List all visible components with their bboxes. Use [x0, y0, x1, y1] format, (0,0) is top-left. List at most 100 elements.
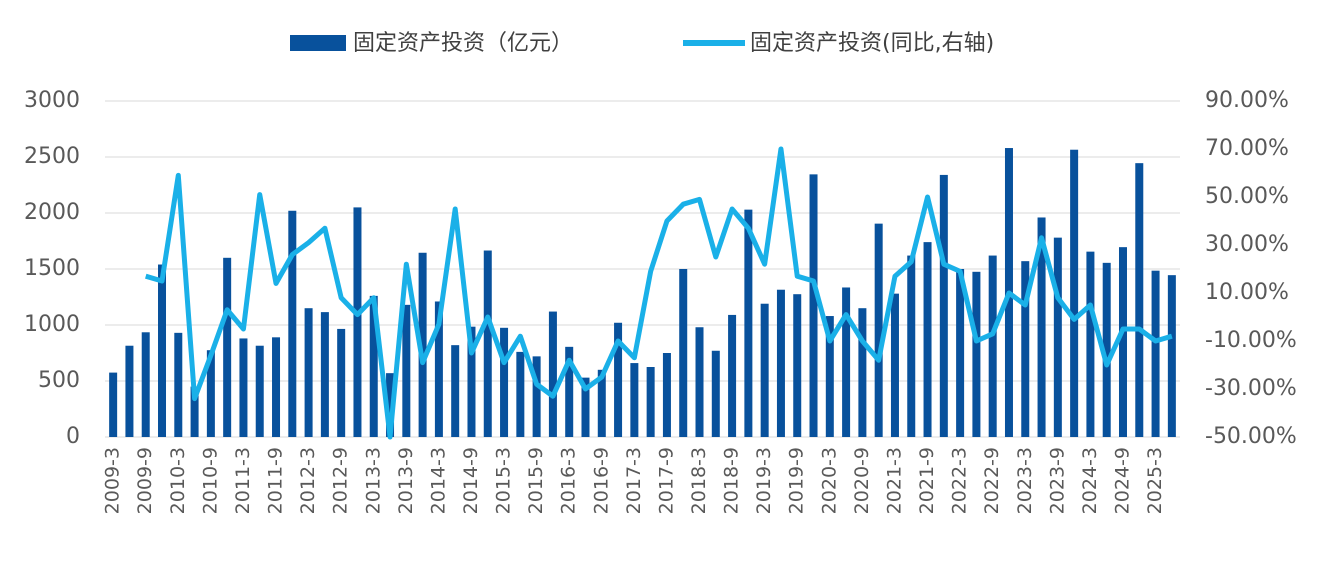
x-tick-label: 2015-9	[525, 447, 547, 514]
bar	[402, 304, 411, 437]
x-tick-label: 2024-3	[1079, 447, 1101, 514]
bar	[728, 314, 737, 437]
bar	[369, 295, 378, 437]
bar	[467, 326, 476, 437]
x-tick-label: 2018-9	[721, 447, 743, 514]
legend-swatch-bar	[290, 35, 346, 51]
bar	[1118, 247, 1127, 437]
bar	[858, 308, 867, 437]
bar	[190, 386, 199, 437]
y-tick-label: 0	[66, 424, 80, 449]
bar	[988, 255, 997, 437]
x-tick-label: 2023-9	[1046, 447, 1068, 514]
bar	[939, 174, 948, 438]
bar	[1151, 270, 1160, 437]
x-tick-label: 2010-9	[199, 447, 221, 514]
x-tick-label: 2016-9	[590, 447, 612, 514]
y-tick-label: 3000	[24, 88, 80, 113]
bar	[337, 328, 346, 437]
y-tick-label: 2000	[24, 200, 80, 225]
bar	[760, 303, 769, 437]
bar	[923, 242, 932, 437]
bar	[597, 369, 606, 437]
bar	[434, 301, 443, 437]
bar	[174, 332, 183, 437]
x-tick-label: 2025-3	[1144, 447, 1166, 514]
bar	[711, 350, 720, 437]
x-tick-label: 2014-3	[427, 447, 449, 514]
x-tick-label: 2018-3	[688, 447, 710, 514]
bar	[825, 316, 834, 437]
x-tick-label: 2019-3	[753, 447, 775, 514]
bar	[1102, 262, 1111, 437]
x-tick-label: 2013-3	[362, 447, 384, 514]
bar	[1070, 149, 1079, 437]
y2-tick-label: -10.00%	[1205, 328, 1297, 353]
bar	[581, 377, 590, 437]
bar	[255, 345, 264, 437]
y2-tick-label: 10.00%	[1205, 280, 1289, 305]
bar	[500, 327, 509, 437]
bar	[679, 269, 688, 437]
bar	[630, 363, 639, 437]
bar	[956, 269, 965, 437]
bar	[320, 312, 329, 437]
bar	[1086, 251, 1095, 437]
bar	[109, 372, 118, 437]
bar	[842, 287, 851, 437]
y2-tick-label: 70.00%	[1205, 136, 1289, 161]
bar	[1167, 275, 1176, 437]
bar	[890, 293, 899, 437]
y2-tick-label: -30.00%	[1205, 376, 1297, 401]
bar	[239, 338, 248, 437]
y2-tick-label: -50.00%	[1205, 424, 1297, 449]
bar	[288, 210, 297, 437]
line	[145, 146, 1173, 440]
bar	[874, 223, 883, 437]
x-tick-label: 2019-9	[786, 447, 808, 514]
bar	[1037, 217, 1046, 437]
bar	[565, 346, 574, 437]
x-tick-label: 2020-3	[818, 447, 840, 514]
x-tick-label: 2009-3	[102, 447, 124, 514]
bar	[158, 264, 167, 437]
bar	[1021, 261, 1030, 437]
bar	[776, 289, 785, 437]
bar	[614, 322, 623, 437]
x-tick-label: 2014-9	[460, 447, 482, 514]
x-tick-label: 2010-3	[167, 447, 189, 514]
bar	[793, 294, 802, 437]
bar	[483, 250, 492, 437]
bar	[646, 367, 655, 437]
bar	[206, 350, 215, 437]
bar	[223, 257, 232, 437]
x-tick-label: 2015-3	[493, 447, 515, 514]
x-tick-label: 2020-9	[851, 447, 873, 514]
y-tick-label: 1500	[24, 256, 80, 281]
x-tick-label: 2023-3	[1014, 447, 1036, 514]
legend-label: 固定资产投资(同比,右轴)	[750, 31, 994, 56]
y-tick-label: 1000	[24, 312, 80, 337]
bar	[125, 345, 134, 437]
x-tick-label: 2021-3	[883, 447, 905, 514]
bar	[418, 252, 427, 437]
x-tick-label: 2022-3	[949, 447, 971, 514]
bar	[451, 345, 460, 437]
x-tick-label: 2009-9	[134, 447, 156, 514]
x-tick-label: 2024-9	[1111, 447, 1133, 514]
y-tick-label: 2500	[24, 144, 80, 169]
legend-label: 固定资产投资（亿元）	[353, 31, 573, 56]
y-tick-label: 500	[38, 368, 80, 393]
x-tick-label: 2021-9	[916, 447, 938, 514]
x-tick-label: 2017-9	[655, 447, 677, 514]
bar	[744, 209, 753, 437]
y2-tick-label: 90.00%	[1205, 88, 1289, 113]
y2-tick-label: 30.00%	[1205, 232, 1289, 257]
bar	[548, 311, 557, 437]
x-tick-label: 2017-3	[623, 447, 645, 514]
bar	[972, 271, 981, 437]
bar	[532, 356, 541, 437]
bar	[141, 332, 150, 437]
x-tick-label: 2013-9	[395, 447, 417, 514]
